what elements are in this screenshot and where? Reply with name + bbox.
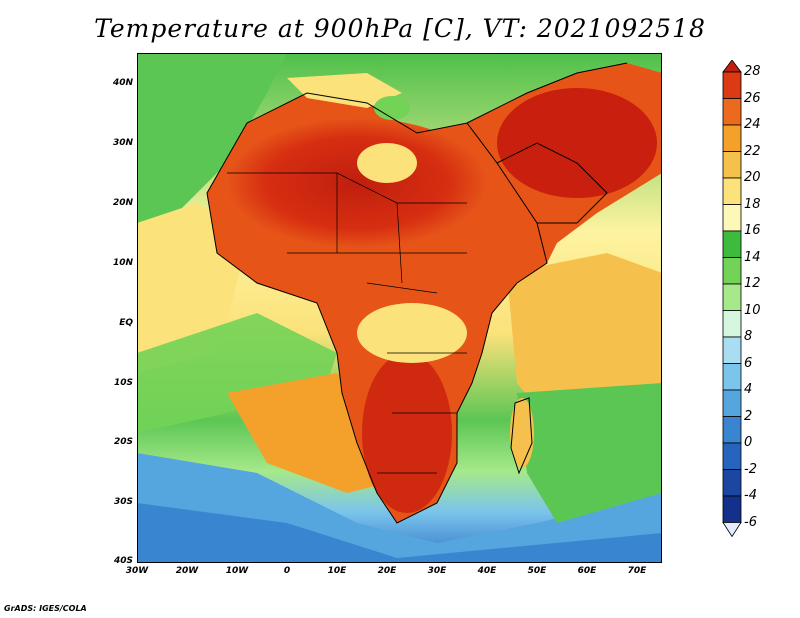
colorbar-label: 10: [744, 302, 761, 318]
colorbar-box: [722, 336, 742, 364]
colorbar-label: 24: [744, 117, 761, 132]
lat-label-20n: 20N: [112, 198, 133, 208]
colorbar-label: 16: [744, 223, 761, 238]
lon-label-30e: 30E: [427, 566, 447, 576]
colorbar-box: [722, 124, 742, 152]
lat-label-10n: 10N: [112, 258, 133, 268]
africa-coastline: [206, 92, 548, 524]
colorbar-box: [722, 230, 742, 258]
colorbar-label: -4: [744, 488, 757, 503]
colorbar-label: 26: [744, 90, 761, 106]
colorbar-label: 14: [744, 249, 761, 265]
colorbar-top-arrow: [722, 60, 742, 73]
temperature-map: [137, 53, 662, 563]
lon-label-20w: 20W: [175, 566, 199, 576]
colorbar-box: [722, 416, 742, 444]
colorbar-box: [722, 151, 742, 179]
lat-label-10s: 10S: [113, 378, 133, 388]
colorbar-box: [722, 310, 742, 338]
lon-label-60e: 60E: [577, 566, 597, 576]
lat-label-30s: 30S: [113, 497, 133, 507]
indian-ocean-green: [517, 383, 662, 523]
colorbar-box: [722, 495, 742, 523]
colorbar-bottom-arrow: [722, 522, 742, 538]
madagascar-field: [510, 398, 534, 468]
arabia-coastline: [466, 62, 628, 224]
colorbar-box: [722, 204, 742, 232]
lon-label-0: 0: [283, 566, 291, 576]
colorbar-box: [722, 257, 742, 285]
map-canvas: [137, 53, 662, 563]
north-atlantic-field: [137, 53, 287, 223]
colorbar-box: [722, 389, 742, 417]
colorbar-label: 8: [744, 329, 753, 344]
lon-label-10w: 10W: [225, 566, 249, 576]
colorbar-label: 20: [744, 170, 761, 185]
country-borders: [227, 172, 467, 474]
southern-ocean-colder: [137, 503, 662, 563]
lat-label-30n: 30N: [112, 138, 133, 148]
med-green-patch: [374, 96, 410, 120]
lat-label-40s: 40S: [113, 556, 133, 566]
lat-label-20s: 20S: [113, 437, 133, 447]
colorbar-label: 18: [744, 196, 761, 212]
colorbar-box: [722, 442, 742, 470]
lon-label-10e: 10E: [327, 566, 347, 576]
colorbar: [722, 60, 742, 538]
chart-title: Temperature at 900hPa [C], VT: 202109251…: [94, 14, 706, 43]
lon-label-20e: 20E: [377, 566, 397, 576]
colorbar-label: 6: [744, 355, 753, 371]
colorbar-label: 28: [744, 64, 761, 79]
colorbar-label: 12: [744, 276, 761, 291]
mediterranean-field: [287, 73, 402, 108]
colorbar-box: [722, 469, 742, 497]
colorbar-box: [722, 98, 742, 126]
colorbar-label: 2: [744, 408, 753, 424]
guinea-green-field: [137, 313, 337, 433]
congo-cool-patch: [357, 303, 467, 363]
lat-label-40n: 40N: [112, 78, 133, 88]
arabia-hotspot: [497, 88, 657, 198]
colorbar-label: 0: [744, 435, 753, 450]
libya-cool-patch: [357, 143, 417, 183]
colorbar-box: [722, 71, 742, 99]
lon-label-30w: 30W: [125, 566, 149, 576]
lon-label-40e: 40E: [477, 566, 497, 576]
colorbar-box: [722, 363, 742, 391]
lon-label-50e: 50E: [527, 566, 547, 576]
colorbar-box: [722, 177, 742, 205]
colorbar-label: 22: [744, 143, 761, 159]
madagascar-coastline: [510, 397, 533, 475]
lon-label-70e: 70E: [627, 566, 647, 576]
colorbar-label: -2: [744, 461, 757, 477]
colorbar-label: -6: [744, 514, 757, 530]
credit-text: GrADS: IGES/COLA: [4, 604, 87, 613]
lat-label-eq: EQ: [119, 318, 133, 328]
colorbar-box: [722, 283, 742, 311]
colorbar-label: 4: [744, 382, 753, 397]
map-frame: [137, 53, 662, 563]
